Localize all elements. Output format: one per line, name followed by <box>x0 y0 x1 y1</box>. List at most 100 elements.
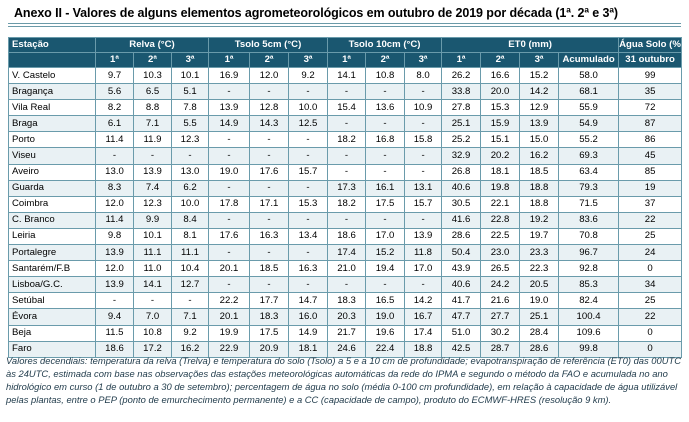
table-cell: 14.7 <box>288 292 329 310</box>
table-cell: - <box>288 131 329 149</box>
table-cell: 22.9 <box>208 340 251 358</box>
table-cell: 72 <box>618 99 683 117</box>
table-row: Aveiro 13.0 13.9 13.0 19.0 17.6 15.7- - -26.8 18.… <box>8 163 683 181</box>
table-cell: 85.3 <box>558 276 620 294</box>
table-row: Leiria 9.8 10.1 8.1 17.6 16.3 13.4 18.6 17.0 13.9… <box>8 227 683 246</box>
table-cell: 11.0 <box>133 260 172 278</box>
table-cell: 25 <box>618 292 683 310</box>
table-cell: 22 <box>618 211 683 229</box>
table-cell: 17.8 <box>208 195 251 213</box>
table-cell: 19.0 <box>365 308 406 326</box>
table-cell: 28.4 <box>519 324 560 342</box>
subheader-cell: 2ª <box>365 52 406 68</box>
table-cell: 18.2 <box>327 195 367 213</box>
table-cell: 63.4 <box>558 163 620 181</box>
table-cell: 18.3 <box>327 292 367 310</box>
table-cell: 11.4 <box>95 211 134 229</box>
table-cell: - <box>288 244 329 262</box>
table-row: Lisboa/G.C. 13.9 14.1 12.7- - - - - -40.6 24.2 20.… <box>8 276 683 294</box>
table-cell: 17.5 <box>249 324 290 342</box>
table-cell: 20.5 <box>519 276 560 294</box>
table-cell: 32.9 <box>441 147 482 165</box>
table-cell: - <box>208 276 251 294</box>
table-row: Évora 9.4 7.0 7.1 20.1 18.3 16.0 20.3 19.0 16.7 47… <box>8 308 683 326</box>
table-cell: 15.7 <box>404 195 443 213</box>
table-cell: 17.3 <box>327 179 367 197</box>
table-cell: 21.7 <box>327 324 367 342</box>
station-name: Évora <box>8 308 96 326</box>
station-name: Leiria <box>8 227 96 246</box>
subheader-cell: 3ª <box>170 52 210 68</box>
table-cell: 16.2 <box>519 147 560 165</box>
table-cell: 12.0 <box>249 66 290 85</box>
table-cell: 55.2 <box>558 131 620 149</box>
table-cell: 13.9 <box>95 244 134 262</box>
subheader-cell: 3ª <box>404 52 443 68</box>
table-cell: 19.6 <box>365 324 406 342</box>
table-cell: 17.5 <box>365 195 406 213</box>
table-cell: 24.6 <box>327 340 367 358</box>
subheader-cell: 2ª <box>249 52 290 68</box>
table-cell: 9.2 <box>170 324 210 342</box>
table-cell: 51.0 <box>441 324 482 342</box>
table-cell: - <box>327 147 367 165</box>
table-cell: 99 <box>618 66 683 85</box>
table-cell: 25.2 <box>441 131 482 149</box>
table-cell: 18.6 <box>95 340 134 358</box>
table-cell: 7.1 <box>170 308 210 326</box>
table-row: Coimbra 12.0 12.3 10.0 17.8 17.1 15.3 18.2 17.5 1… <box>8 195 683 213</box>
table-cell: 8.0 <box>404 66 443 85</box>
table-cell: - <box>249 179 290 197</box>
table-row: Porto 11.4 11.9 12.3- - -18.2 16.8 15.8 25.2 15.1… <box>8 131 683 149</box>
table-cell: 33.8 <box>441 83 482 101</box>
table-cell: 11.8 <box>404 244 443 262</box>
table-cell: 87 <box>618 115 683 133</box>
table-cell: 16.9 <box>208 66 251 85</box>
table-cell: - <box>365 147 406 165</box>
table-cell: 21.0 <box>327 260 367 278</box>
table-cell: 0 <box>618 340 683 358</box>
table-cell: 100.4 <box>558 308 620 326</box>
table-cell: - <box>288 83 329 101</box>
table-cell: 18.1 <box>288 340 329 358</box>
table-cell: 86 <box>618 131 683 149</box>
table-cell: 13.4 <box>288 227 329 246</box>
table-cell: - <box>208 147 251 165</box>
table-cell: 24.2 <box>480 276 521 294</box>
table-cell: 25.1 <box>441 115 482 133</box>
table-cell: - <box>365 115 406 133</box>
table-cell: 5.5 <box>170 115 210 133</box>
table-cell: 13.0 <box>170 163 210 181</box>
table-cell: - <box>404 211 443 229</box>
table-cell: 22.3 <box>519 260 560 278</box>
station-name: Setúbal <box>8 292 96 310</box>
table-cell: 10.0 <box>288 99 329 117</box>
table-row: Faro 18.6 17.2 16.2 22.9 20.9 18.1 24.6 22.4 18.8… <box>8 340 683 358</box>
table-cell: 18.2 <box>327 131 367 149</box>
table-cell: 8.3 <box>95 179 134 197</box>
header-agua-solo: Água Solo (%) <box>618 37 683 53</box>
subheader-cell: 3ª <box>519 52 560 68</box>
table-cell: 13.9 <box>95 276 134 294</box>
table-cell: - <box>95 292 134 310</box>
table-cell: 43.9 <box>441 260 482 278</box>
table-cell: 5.6 <box>95 83 134 101</box>
table-cell: - <box>249 244 290 262</box>
table-cell: 15.2 <box>365 244 406 262</box>
table-cell: - <box>133 292 172 310</box>
table-cell: 11.4 <box>95 131 134 149</box>
table-header: Estação Relva (°C) Tsolo 5cm (°C) Tsolo … <box>8 37 683 68</box>
table-cell: 16.1 <box>365 179 406 197</box>
header-station: Estação <box>8 37 96 53</box>
footnote: Valores decendiais: temperatura da relva… <box>6 355 682 405</box>
table-cell: 19.8 <box>480 179 521 197</box>
table-cell: 12.3 <box>170 131 210 149</box>
table-cell: 12.3 <box>133 195 172 213</box>
table-cell: 28.6 <box>519 340 560 358</box>
table-cell: 28.7 <box>480 340 521 358</box>
table-row: C. Branco 11.4 9.9 8.4- - - - - -41.6 22.8 19.2 83.… <box>8 211 683 229</box>
table-cell: - <box>249 147 290 165</box>
table-cell: 15.4 <box>327 99 367 117</box>
table-cell: 21.6 <box>480 292 521 310</box>
table-cell: 13.0 <box>95 163 134 181</box>
